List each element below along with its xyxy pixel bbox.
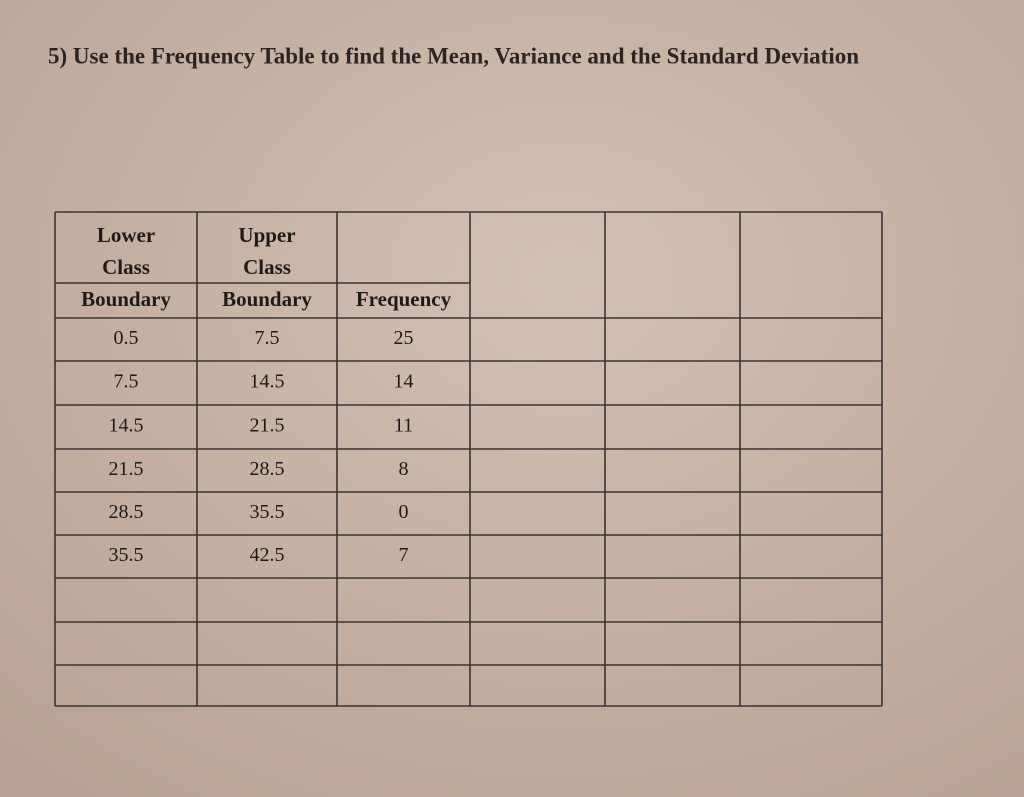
header-text: Boundary <box>81 287 171 311</box>
header-text: Upper <box>238 223 295 247</box>
cell-text: 21.5 <box>109 458 144 480</box>
header-text: Frequency <box>356 287 452 311</box>
cell-text: 0.5 <box>114 327 139 349</box>
cell-text: 14 <box>394 371 414 393</box>
cell-text: 35.5 <box>250 501 285 523</box>
question-title: 5) Use the Frequency Table to find the M… <box>48 43 859 68</box>
cell-text: 0 <box>399 501 409 523</box>
header-text: Boundary <box>222 287 312 311</box>
cell-text: 25 <box>394 327 414 349</box>
cell-text: 7.5 <box>114 371 139 393</box>
header-text: Class <box>243 255 291 279</box>
header-text: Class <box>102 255 150 279</box>
frequency-table: Lower Class Boundary Upper Class Boundary Freq… <box>54 211 883 707</box>
cell-text: 14.5 <box>109 415 144 437</box>
cell-text: 28.5 <box>250 458 285 480</box>
cell-text: 7 <box>399 544 409 566</box>
header-text: Lower <box>97 223 155 247</box>
cell-text: 11 <box>394 415 413 437</box>
cell-text: 21.5 <box>250 415 285 437</box>
cell-text: 7.5 <box>255 327 280 349</box>
cell-text: 14.5 <box>250 371 285 393</box>
cell-text: 42.5 <box>250 544 285 566</box>
cell-text: 8 <box>399 458 409 480</box>
cell-text: 35.5 <box>109 544 144 566</box>
cell-text: 28.5 <box>109 501 144 523</box>
